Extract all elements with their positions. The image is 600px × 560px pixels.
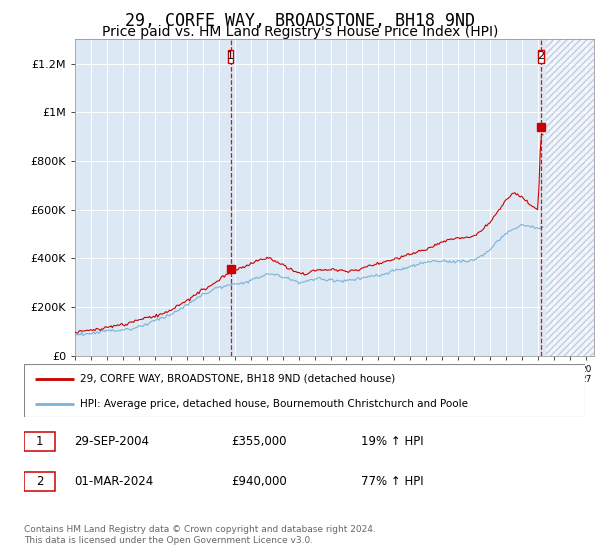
- Text: 77% ↑ HPI: 77% ↑ HPI: [361, 475, 423, 488]
- Text: 29, CORFE WAY, BROADSTONE, BH18 9ND: 29, CORFE WAY, BROADSTONE, BH18 9ND: [125, 12, 475, 30]
- Text: 29-SEP-2004: 29-SEP-2004: [74, 435, 149, 449]
- FancyBboxPatch shape: [538, 49, 544, 63]
- Text: Contains HM Land Registry data © Crown copyright and database right 2024.
This d: Contains HM Land Registry data © Crown c…: [24, 525, 376, 545]
- FancyBboxPatch shape: [228, 49, 233, 63]
- Text: 01-MAR-2024: 01-MAR-2024: [74, 475, 154, 488]
- Text: £940,000: £940,000: [232, 475, 287, 488]
- FancyBboxPatch shape: [24, 432, 55, 451]
- Text: 2: 2: [537, 51, 544, 61]
- Text: 2: 2: [35, 475, 43, 488]
- Text: 29, CORFE WAY, BROADSTONE, BH18 9ND (detached house): 29, CORFE WAY, BROADSTONE, BH18 9ND (det…: [80, 374, 395, 384]
- Text: 19% ↑ HPI: 19% ↑ HPI: [361, 435, 423, 449]
- Text: HPI: Average price, detached house, Bournemouth Christchurch and Poole: HPI: Average price, detached house, Bour…: [80, 399, 468, 409]
- Text: 1: 1: [227, 51, 234, 61]
- FancyBboxPatch shape: [24, 364, 585, 417]
- Text: £355,000: £355,000: [232, 435, 287, 449]
- Text: 1: 1: [35, 435, 43, 449]
- Bar: [546, 39, 594, 356]
- FancyBboxPatch shape: [24, 472, 55, 491]
- Text: Price paid vs. HM Land Registry's House Price Index (HPI): Price paid vs. HM Land Registry's House …: [102, 25, 498, 39]
